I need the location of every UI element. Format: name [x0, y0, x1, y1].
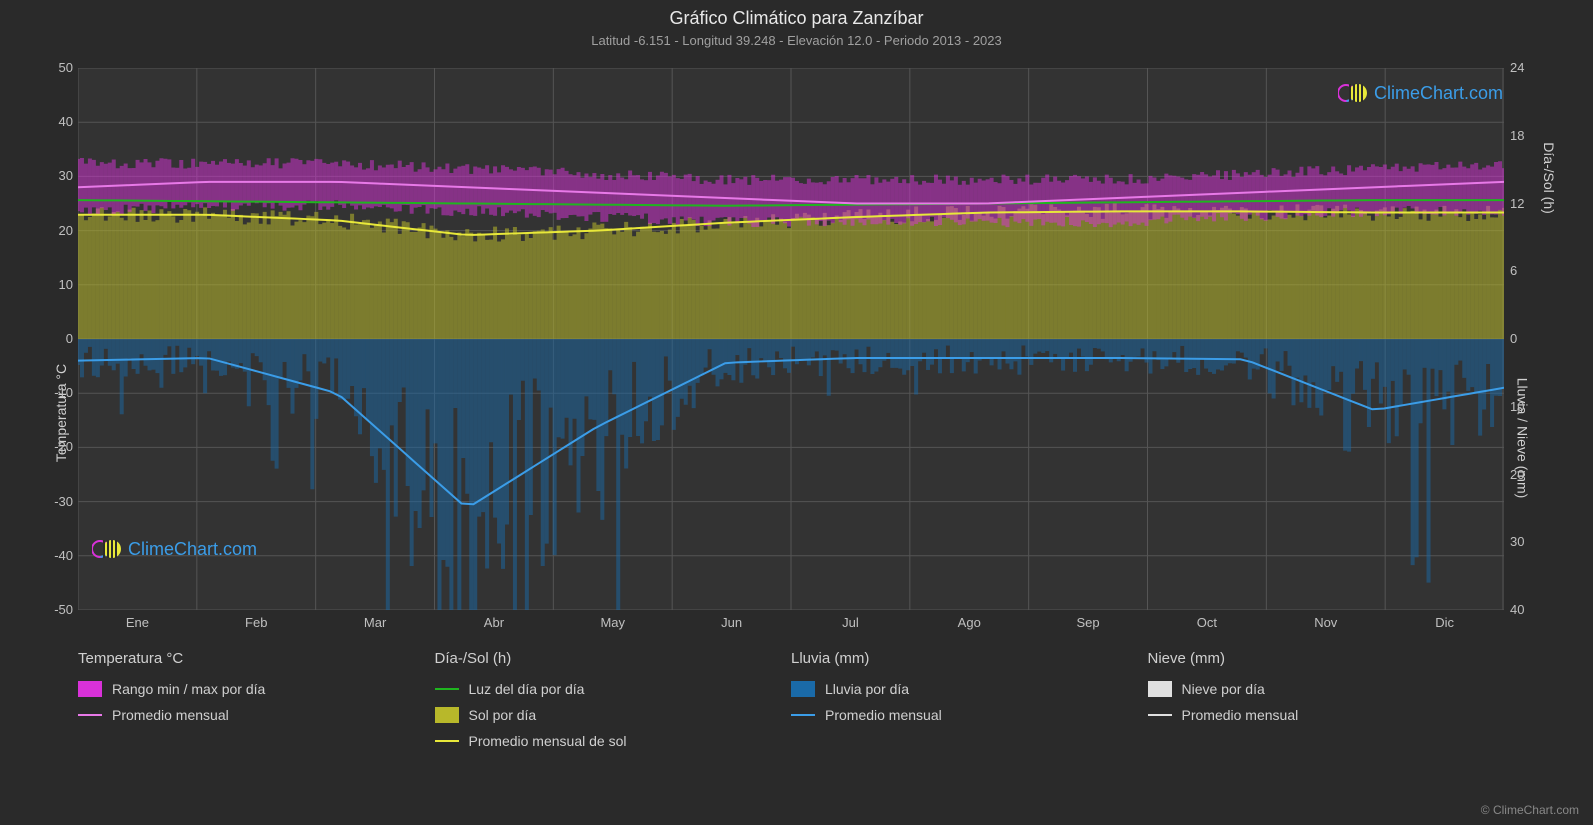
legend-item: Sol por día [435, 707, 792, 723]
legend-swatch [435, 707, 459, 723]
y-left-tick: -50 [33, 602, 73, 617]
legend-label: Promedio mensual de sol [469, 733, 627, 749]
y-right-tick: 0 [1510, 331, 1550, 346]
legend-swatch [435, 688, 459, 690]
legend-item: Promedio mensual [1148, 707, 1505, 723]
legend-swatch [78, 681, 102, 697]
legend-label: Promedio mensual [112, 707, 229, 723]
y-left-tick: -30 [33, 494, 73, 509]
legend-col-rain: Lluvia (mm) Lluvia por día Promedio mensu… [791, 650, 1148, 759]
legend-item: Promedio mensual [791, 707, 1148, 723]
legend-header: Lluvia (mm) [791, 650, 1148, 667]
legend: Temperatura °C Rango min / max por día Pr… [78, 650, 1504, 759]
x-tick: Ago [958, 615, 981, 630]
x-tick: Feb [245, 615, 267, 630]
watermark-text: ClimeChart.com [1374, 83, 1503, 104]
x-tick: Nov [1314, 615, 1337, 630]
logo-icon [1338, 82, 1368, 104]
copyright: © ClimeChart.com [1481, 803, 1579, 817]
x-tick: Dic [1435, 615, 1454, 630]
legend-label: Promedio mensual [825, 707, 942, 723]
legend-header: Nieve (mm) [1148, 650, 1505, 667]
chart-subtitle: Latitud -6.151 - Longitud 39.248 - Eleva… [0, 29, 1593, 48]
y-left-tick: 20 [33, 223, 73, 238]
x-tick: Abr [484, 615, 504, 630]
y-left-tick: 10 [33, 277, 73, 292]
legend-label: Lluvia por día [825, 681, 909, 697]
legend-item: Luz del día por día [435, 681, 792, 697]
chart-title: Gráfico Climático para Zanzíbar [0, 0, 1593, 29]
legend-item: Rango min / max por día [78, 681, 435, 697]
y-right-tick: 40 [1510, 602, 1550, 617]
watermark-top: ClimeChart.com [1338, 82, 1503, 104]
x-tick: Jul [842, 615, 859, 630]
watermark-bottom: ClimeChart.com [92, 538, 257, 560]
legend-label: Luz del día por día [469, 681, 585, 697]
legend-swatch [1148, 681, 1172, 697]
legend-swatch [1148, 714, 1172, 716]
y-left-tick: -10 [33, 385, 73, 400]
y-left-tick: -40 [33, 548, 73, 563]
legend-col-temp: Temperatura °C Rango min / max por día Pr… [78, 650, 435, 759]
legend-col-snow: Nieve (mm) Nieve por día Promedio mensual [1148, 650, 1505, 759]
x-tick: Mar [364, 615, 386, 630]
x-tick: Sep [1077, 615, 1100, 630]
legend-label: Sol por día [469, 707, 537, 723]
y-left-tick: 0 [33, 331, 73, 346]
legend-item: Promedio mensual [78, 707, 435, 723]
y-right-tick: 30 [1510, 534, 1550, 549]
watermark-text: ClimeChart.com [128, 539, 257, 560]
legend-item: Promedio mensual de sol [435, 733, 792, 749]
y-left-tick: -20 [33, 439, 73, 454]
y-right-tick: 20 [1510, 467, 1550, 482]
legend-col-sun: Día-/Sol (h) Luz del día por día Sol por … [435, 650, 792, 759]
x-tick: Jun [721, 615, 742, 630]
legend-item: Nieve por día [1148, 681, 1505, 697]
x-tick: Oct [1197, 615, 1217, 630]
logo-icon [92, 538, 122, 560]
legend-swatch [791, 681, 815, 697]
legend-swatch [78, 714, 102, 716]
y-right-tick: 6 [1510, 263, 1550, 278]
y-left-tick: 50 [33, 60, 73, 75]
legend-item: Lluvia por día [791, 681, 1148, 697]
chart-plot-area [78, 68, 1504, 610]
legend-label: Promedio mensual [1182, 707, 1299, 723]
y-right-tick: 18 [1510, 128, 1550, 143]
chart-svg [78, 68, 1504, 610]
y-right-tick: 12 [1510, 196, 1550, 211]
legend-header: Temperatura °C [78, 650, 435, 667]
y-right-tick: 24 [1510, 60, 1550, 75]
legend-header: Día-/Sol (h) [435, 650, 792, 667]
y-left-tick: 30 [33, 168, 73, 183]
y-right-tick: 10 [1510, 399, 1550, 414]
legend-label: Nieve por día [1182, 681, 1265, 697]
legend-label: Rango min / max por día [112, 681, 265, 697]
y-left-tick: 40 [33, 114, 73, 129]
x-tick: May [600, 615, 625, 630]
x-tick: Ene [126, 615, 149, 630]
legend-swatch [791, 714, 815, 716]
legend-swatch [435, 740, 459, 742]
